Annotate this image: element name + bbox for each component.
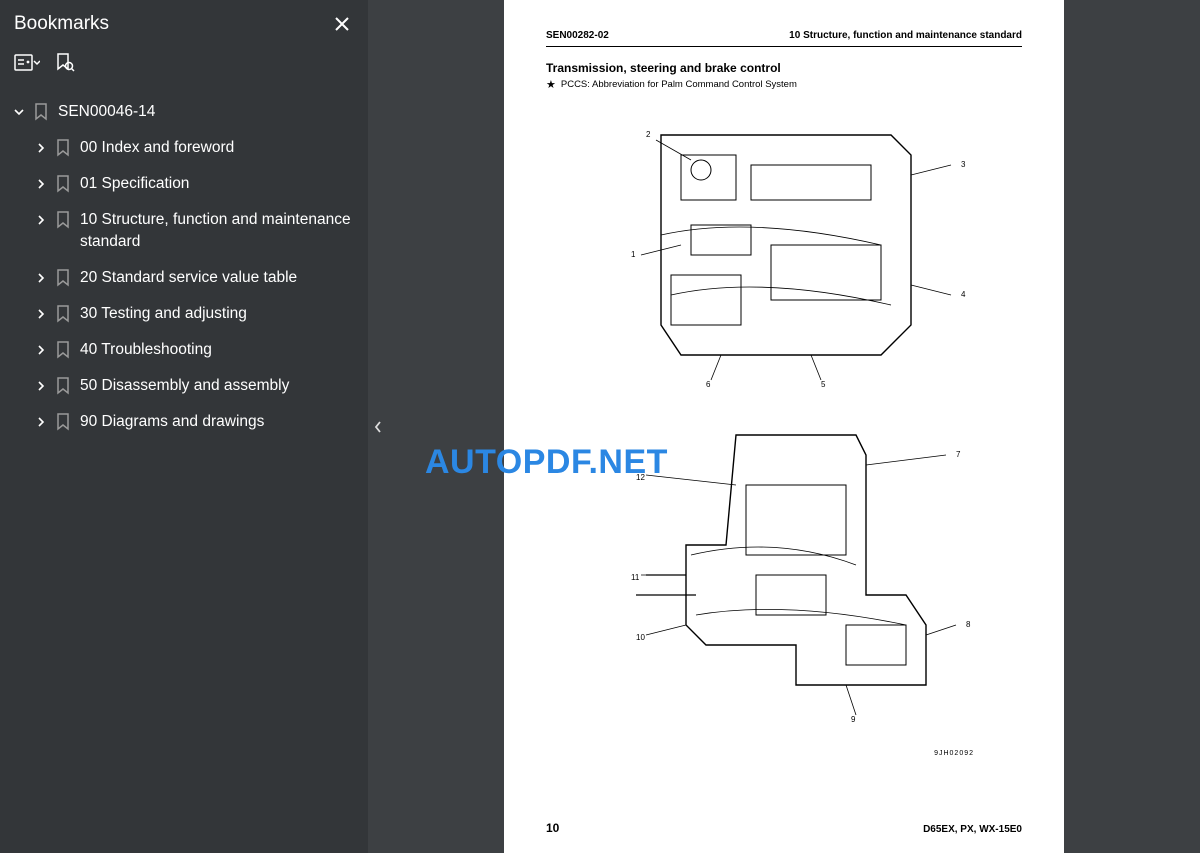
section-name: 10 Structure, function and maintenance s… [789,30,1022,41]
chevron-right-icon[interactable] [34,173,48,195]
bookmarks-toolbar [0,46,368,88]
pdf-page: SEN00282-02 10 Structure, function and m… [504,0,1064,853]
bookmarks-panel: Bookmarks [0,0,368,853]
chevron-right-icon[interactable] [34,411,48,433]
bookmark-icon [54,375,72,397]
bookmarks-title: Bookmarks [14,13,109,35]
chevron-down-icon[interactable] [12,101,26,123]
callout: 6 [706,380,710,389]
page-footer: 10 D65EX, PX, WX-15E0 [546,815,1022,835]
bookmark-item[interactable]: 20 Standard service value table [4,260,364,296]
callout: 1 [631,250,635,259]
bookmark-label: 10 Structure, function and maintenance s… [80,209,360,253]
callout: 7 [956,450,960,459]
collapse-sidebar-icon[interactable] [368,403,388,451]
callout: 11 [631,573,639,582]
bookmark-tree: SEN00046-14 00 Index and foreword 01 Spe… [0,88,368,446]
bookmark-label: 90 Diagrams and drawings [80,411,264,433]
callout: 9 [851,715,855,724]
find-bookmark-icon[interactable] [54,52,76,74]
chevron-right-icon[interactable] [34,375,48,397]
bookmark-item[interactable]: 30 Testing and adjusting [4,296,364,332]
bookmark-label: 01 Specification [80,173,189,195]
bookmark-icon [54,173,72,195]
chevron-right-icon[interactable] [34,339,48,361]
bookmark-item[interactable]: 10 Structure, function and maintenance s… [4,202,364,260]
bookmark-item[interactable]: 00 Index and foreword [4,130,364,166]
bookmark-icon [54,411,72,433]
bookmark-item[interactable]: 01 Specification [4,166,364,202]
chevron-right-icon[interactable] [34,267,48,289]
close-icon[interactable] [330,12,354,36]
note-text: PCCS: Abbreviation for Palm Command Cont… [561,79,797,90]
drawing-number: 9JH02092 [934,750,974,757]
callout: 4 [961,290,965,299]
bookmark-item[interactable]: 40 Troubleshooting [4,332,364,368]
callout: 10 [636,633,645,642]
callout: 2 [646,130,650,139]
watermark: AUTOPDF.NET [425,443,668,482]
page-header: SEN00282-02 10 Structure, function and m… [546,30,1022,47]
bookmark-icon [54,209,72,231]
chevron-right-icon[interactable] [34,209,48,231]
star-icon: ★ [546,78,556,91]
callout: 5 [821,380,825,389]
bookmark-label: 40 Troubleshooting [80,339,212,361]
bookmark-icon [32,101,50,123]
chevron-right-icon[interactable] [34,137,48,159]
page-note: ★ PCCS: Abbreviation for Palm Command Co… [546,78,1022,91]
callout: 3 [961,160,965,169]
model-code: D65EX, PX, WX-15E0 [923,824,1022,835]
bookmark-icon [54,137,72,159]
bookmark-label: SEN00046-14 [58,101,155,123]
chevron-right-icon[interactable] [34,303,48,325]
bookmark-item[interactable]: 90 Diagrams and drawings [4,404,364,440]
options-icon[interactable] [14,52,40,74]
bookmark-root[interactable]: SEN00046-14 [4,94,364,130]
bookmark-label: 00 Index and foreword [80,137,234,159]
bookmark-icon [54,303,72,325]
page-number: 10 [546,821,559,835]
bookmark-label: 50 Disassembly and assembly [80,375,289,397]
bookmark-label: 20 Standard service value table [80,267,297,289]
bookmarks-header: Bookmarks [0,0,368,46]
technical-diagram-top [601,115,971,385]
bookmark-icon [54,267,72,289]
bookmark-icon [54,339,72,361]
document-viewport[interactable]: SEN00282-02 10 Structure, function and m… [368,0,1200,853]
bookmark-item[interactable]: 50 Disassembly and assembly [4,368,364,404]
doc-id: SEN00282-02 [546,30,609,41]
page-title: Transmission, steering and brake control [546,61,1022,75]
callout: 8 [966,620,970,629]
bookmark-label: 30 Testing and adjusting [80,303,247,325]
